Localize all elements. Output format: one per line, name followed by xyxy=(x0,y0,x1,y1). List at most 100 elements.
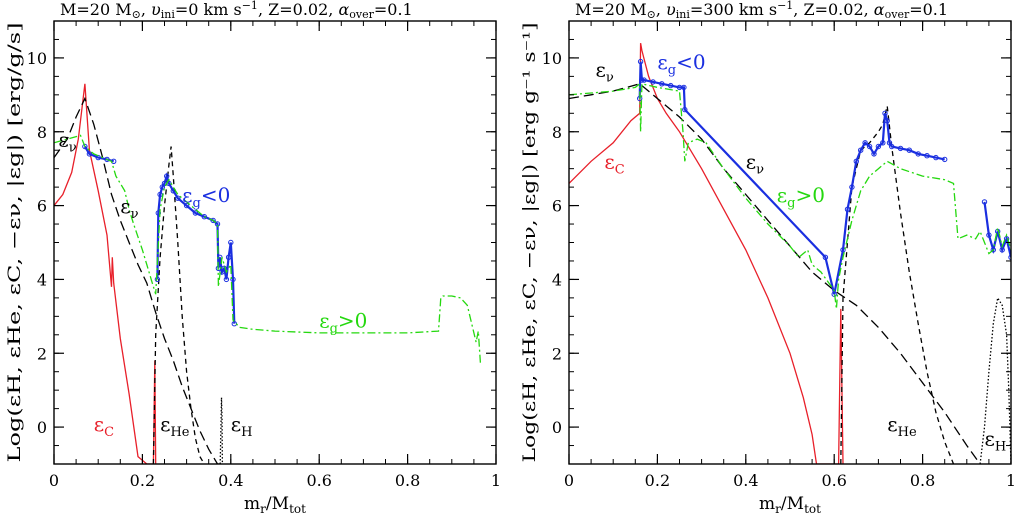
data-point xyxy=(880,140,886,146)
x-tick-label: 0.4 xyxy=(733,471,758,490)
data-point xyxy=(871,151,877,157)
series-group xyxy=(569,42,1011,464)
x-tick-label: 0.6 xyxy=(821,471,846,490)
x-tick-label: 1 xyxy=(491,471,501,490)
x-tick-label: 0 xyxy=(564,471,574,490)
x-tick-label: 0.8 xyxy=(910,471,935,490)
data-point xyxy=(897,145,904,152)
data-point xyxy=(906,147,912,153)
data-point xyxy=(862,140,868,146)
x-tick-label: 0.2 xyxy=(645,471,670,490)
series-line-eps-H xyxy=(219,397,224,464)
y-tick-label: 4 xyxy=(552,270,562,289)
data-point xyxy=(682,106,688,113)
data-point xyxy=(228,239,234,246)
series-annotation: εg<0 xyxy=(657,50,705,78)
data-point xyxy=(659,81,665,87)
y-tick-label: 6 xyxy=(552,197,562,216)
data-point xyxy=(650,79,656,85)
plot-frame xyxy=(53,20,497,465)
series-annotation: εH xyxy=(231,412,253,440)
x-tick-label: 0.8 xyxy=(395,471,420,490)
series-annotation: εC xyxy=(94,412,114,440)
data-point xyxy=(853,158,859,165)
series-annotation: εHe xyxy=(887,412,917,440)
data-point xyxy=(641,77,647,83)
series-line-eps-He xyxy=(152,146,205,464)
data-point xyxy=(924,153,930,159)
series-annotation: εC xyxy=(604,150,624,178)
y-tick-label: 10 xyxy=(27,49,47,68)
y-tick-label: 2 xyxy=(37,344,47,363)
series-annotation: εg>0 xyxy=(319,308,367,336)
y-axis-label: Log(εH, εHe, εC, −εν, |εg|) [erg/g/s] xyxy=(5,23,25,463)
data-point xyxy=(822,254,829,260)
data-point xyxy=(225,254,232,260)
series-annotation: εν xyxy=(58,128,76,156)
data-point xyxy=(942,156,948,163)
chart-title: M=20 M⊙, υini=300 km s−1, Z=0.02, αover=… xyxy=(575,0,948,21)
data-point xyxy=(858,147,864,153)
series-annotation: εH xyxy=(984,427,1006,455)
x-tick-label: 0 xyxy=(49,471,59,490)
series-line-eps-g-neg xyxy=(638,61,1011,295)
data-point xyxy=(192,210,199,216)
data-point xyxy=(849,184,855,190)
data-point xyxy=(221,265,227,271)
series-line-eps-He xyxy=(840,105,955,464)
y-tick-label: 8 xyxy=(552,123,562,142)
data-point xyxy=(844,206,851,213)
data-point xyxy=(681,84,687,91)
x-axis-label: mr/Mtot xyxy=(244,494,306,516)
data-point xyxy=(223,276,230,283)
data-point xyxy=(201,214,208,220)
x-tick-label: 0.4 xyxy=(218,471,243,490)
y-tick-label: 0 xyxy=(552,418,562,437)
data-point xyxy=(86,151,93,157)
y-tick-label: 10 xyxy=(542,49,562,68)
data-point xyxy=(183,202,190,209)
y-tick-label: 2 xyxy=(552,344,562,363)
series-annotation: εg>0 xyxy=(777,183,825,211)
series-annotation: εg<0 xyxy=(182,183,230,211)
series-line-eps-nu xyxy=(569,83,981,464)
y-tick-label: 6 xyxy=(37,197,47,216)
data-point xyxy=(175,195,181,201)
y-tick-label: 0 xyxy=(37,418,47,437)
data-point xyxy=(104,156,110,163)
series-line-eps-g-pos xyxy=(569,82,1011,309)
series-line-eps-C xyxy=(54,83,157,464)
series-line-eps-nu xyxy=(54,96,222,464)
data-point xyxy=(210,217,216,224)
series-annotation: εHe xyxy=(160,412,190,440)
data-point xyxy=(82,143,88,150)
series-line-eps-C xyxy=(569,42,844,464)
data-point xyxy=(915,151,921,157)
chart-title: M=20 M⊙, υini=0 km s−1, Z=0.02, αover=0.… xyxy=(60,0,413,21)
data-point xyxy=(637,58,644,65)
data-point xyxy=(889,143,895,150)
data-point xyxy=(639,77,645,83)
x-tick-label: 1 xyxy=(1006,471,1015,490)
y-tick-label: 8 xyxy=(37,123,47,142)
data-point xyxy=(154,276,161,283)
x-axis-label: mr/Mtot xyxy=(759,494,821,516)
y-tick-label: 4 xyxy=(37,270,47,289)
series-annotation: εν xyxy=(596,57,614,85)
data-point xyxy=(981,199,988,205)
x-tick-label: 0.2 xyxy=(130,471,155,490)
data-point xyxy=(875,143,882,150)
series-annotation: εν xyxy=(746,150,764,178)
x-tick-label: 0.6 xyxy=(306,471,331,490)
data-point xyxy=(840,247,846,253)
data-point xyxy=(866,143,873,150)
data-point xyxy=(933,154,939,161)
series-group xyxy=(54,83,482,464)
series-annotation: εν xyxy=(120,194,138,222)
data-point xyxy=(882,110,888,117)
y-axis-label: Log(εH, εHe, εC, −εν, |εg|) [erg g⁻¹ s⁻¹… xyxy=(520,23,540,463)
data-point xyxy=(668,82,674,89)
